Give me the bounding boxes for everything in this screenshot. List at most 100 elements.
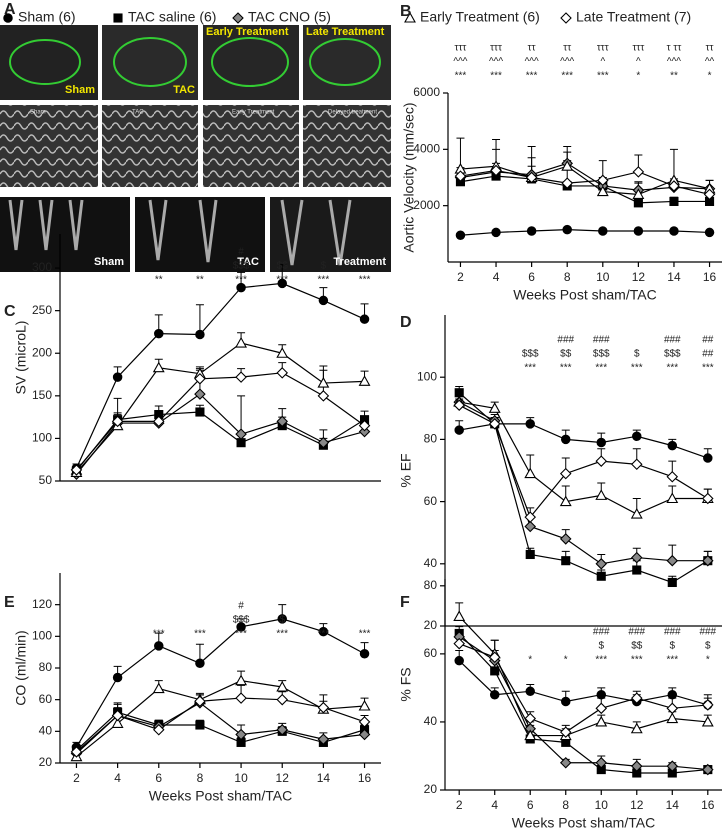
x-tick-label: 10	[234, 771, 248, 785]
x-tick-label: 16	[358, 771, 372, 785]
legend-marker	[404, 11, 416, 23]
marker-triangle	[453, 610, 466, 621]
marker-triangle	[276, 680, 289, 692]
marker-diamond	[524, 712, 537, 725]
series-line	[458, 636, 708, 771]
marker-triangle	[595, 489, 608, 500]
significance-label: ###	[593, 627, 610, 638]
legend-label: Late Treatment (7)	[576, 9, 691, 25]
series-line	[76, 372, 365, 471]
marker-diamond	[235, 692, 247, 704]
significance-label: *	[528, 655, 532, 666]
significance-label: ***	[359, 629, 371, 640]
marker-circle	[359, 314, 370, 324]
significance-label: *	[706, 655, 710, 666]
significance-label: ###	[593, 335, 610, 346]
marker-square	[195, 720, 205, 730]
image-label: Sham	[65, 84, 95, 96]
marker-circle	[154, 641, 164, 651]
marker-diamond	[525, 171, 538, 184]
x-axis-label: Weeks Post sham/TAC	[149, 788, 292, 804]
marker-diamond	[488, 418, 501, 430]
marker-diamond	[111, 415, 124, 428]
significance-label: *	[564, 655, 568, 666]
marker-circle	[562, 224, 572, 235]
panel-letter: B	[400, 3, 412, 20]
marker-circle	[704, 227, 715, 238]
panel-letter: E	[4, 594, 15, 611]
significance-label: ^	[600, 57, 605, 68]
significance-label: $$$	[664, 349, 681, 360]
significance-label: ###	[664, 627, 681, 638]
significance-label: $$	[631, 641, 643, 652]
significance-label: $	[670, 641, 676, 652]
marker-diamond	[194, 388, 206, 400]
significance-label: **	[155, 275, 163, 286]
x-tick-label: 8	[562, 798, 569, 812]
y-axis-label: CO (ml/min)	[13, 630, 29, 705]
significance-label: ###	[699, 627, 716, 638]
marker-square	[561, 556, 571, 566]
panel-letter: D	[400, 314, 412, 331]
panel-letter: C	[4, 303, 16, 320]
y-tick-label: 250	[32, 303, 52, 317]
x-tick-label: 2	[457, 270, 464, 284]
marker-triangle	[561, 160, 574, 171]
significance-label: ***	[318, 275, 330, 286]
significance-label: ^^^	[453, 57, 467, 68]
marker-diamond	[666, 702, 679, 715]
image-label: Late Treatment	[306, 26, 385, 38]
y-tick-label: 150	[32, 388, 52, 402]
marker-diamond	[559, 756, 572, 769]
marker-triangle	[701, 715, 714, 727]
image-label: Sham	[94, 256, 124, 268]
marker-diamond	[152, 415, 165, 428]
significance-label: ***	[235, 275, 247, 286]
significance-label: ττ	[528, 43, 536, 54]
legend-label: TAC saline (6)	[128, 9, 216, 25]
significance-label: ***	[595, 655, 607, 666]
y-tick-label: 40	[39, 724, 53, 738]
significance-label: $	[279, 615, 285, 626]
marker-diamond	[235, 371, 247, 383]
marker-square	[454, 388, 464, 398]
marker-square	[525, 549, 535, 560]
marker-triangle	[276, 347, 289, 358]
series-line	[460, 165, 710, 196]
marker-circle	[195, 329, 205, 340]
marker-triangle	[596, 185, 609, 197]
marker-circle	[491, 227, 501, 238]
significance-label: ***	[359, 275, 371, 286]
marker-diamond	[70, 464, 83, 476]
significance-label: ^	[636, 57, 641, 68]
marker-circle	[455, 230, 466, 240]
marker-diamond	[194, 695, 206, 708]
significance-label: $	[705, 641, 711, 652]
marker-diamond	[317, 733, 330, 746]
series-line	[460, 169, 710, 195]
significance-label: *	[636, 71, 640, 82]
y-axis-label: Aortic Velocity (mm/sec)	[401, 102, 417, 252]
y-tick-label: 100	[32, 431, 52, 445]
significance-label: ττ	[706, 43, 714, 54]
marker-square	[195, 407, 205, 417]
significance-label: ***	[631, 655, 643, 666]
y-tick-label: 60	[39, 692, 53, 706]
marker-diamond	[595, 702, 608, 715]
y-tick-label: 120	[32, 597, 52, 611]
y-axis-label: % FS	[398, 667, 414, 701]
series-line	[458, 404, 709, 519]
marker-circle	[560, 696, 571, 707]
significance-label: ^^^	[560, 57, 574, 68]
marker-diamond	[358, 716, 371, 728]
series-line	[459, 401, 708, 515]
image-label: Early Treatment	[232, 110, 275, 116]
series-line	[458, 643, 708, 733]
marker-diamond	[524, 511, 537, 523]
y-tick-label: 100	[32, 629, 52, 643]
marker-triangle	[666, 712, 679, 724]
y-tick-label: 6000	[413, 85, 440, 99]
significance-label: $	[634, 349, 640, 360]
significance-label: $$	[560, 349, 572, 360]
